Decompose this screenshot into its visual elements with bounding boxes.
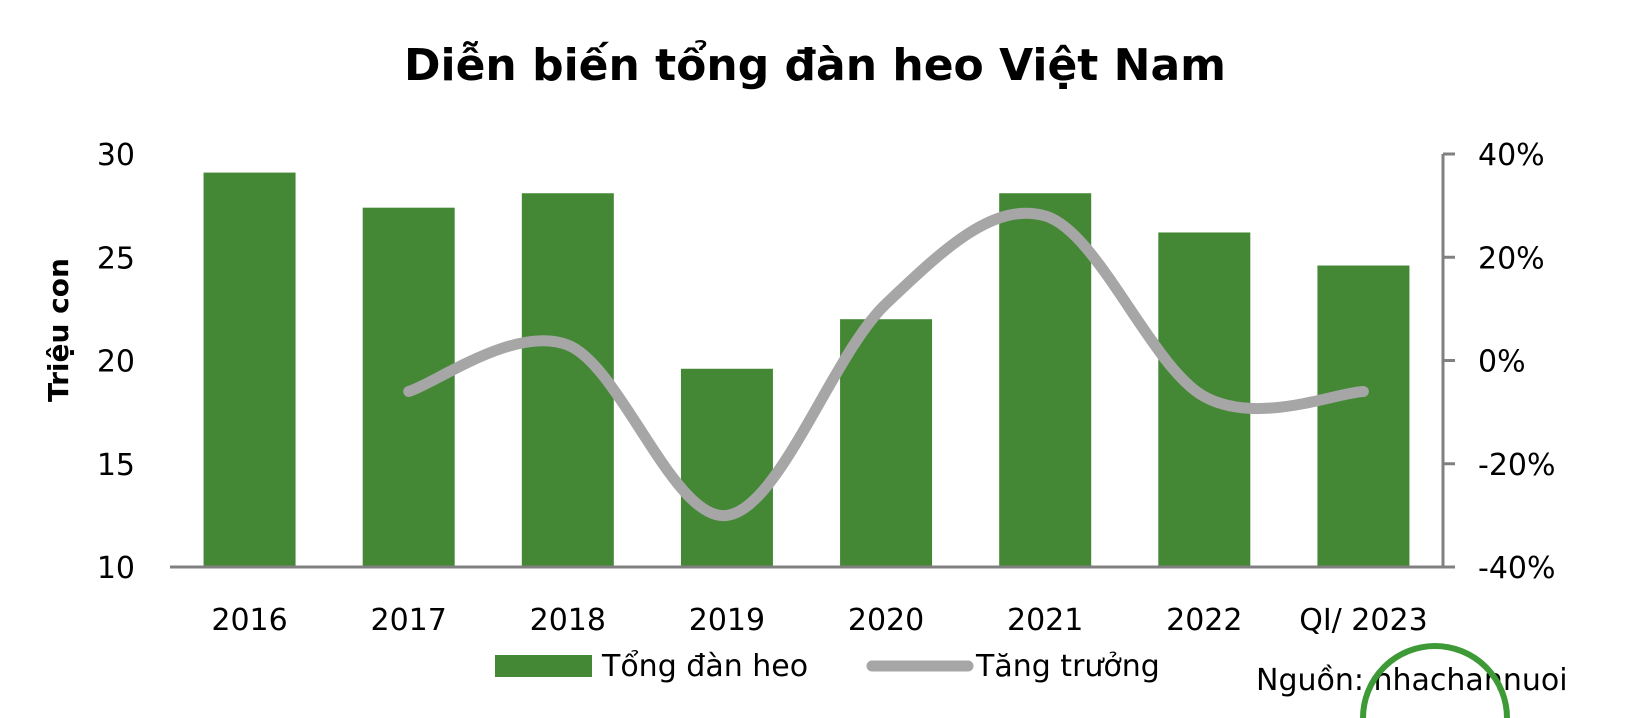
x-tick-label-1: 2017 — [371, 603, 447, 638]
y2-tick-label-3: -20% — [1478, 448, 1556, 483]
y-tick-label-1: 25 — [97, 241, 135, 276]
x-tick-label-3: 2019 — [689, 603, 765, 638]
y2-tick-label-4: -40% — [1478, 551, 1556, 586]
y-tick-label-4: 10 — [97, 551, 135, 586]
axes-layer — [170, 154, 1445, 569]
y-tick-label-3: 15 — [97, 448, 135, 483]
y2-tick-label-2: 0% — [1478, 345, 1526, 380]
growth-line — [403, 207, 1369, 521]
legend-swatch-bars — [495, 655, 592, 677]
x-tick-label-6: 2022 — [1166, 603, 1242, 638]
y-axis-label: Triệu con — [42, 258, 75, 402]
legend: Tổng đàn heo Tăng trưởng — [495, 648, 1160, 684]
source-note: Nguồn: nhachannuoi — [1256, 663, 1568, 698]
line-layer — [403, 207, 1369, 521]
chart-title: Diễn biến tổng đàn heo Việt Nam — [404, 39, 1226, 91]
bar-3 — [680, 368, 773, 567]
bar-0 — [203, 172, 296, 567]
ticks-layer: 30 25 20 15 10 40% 20% 0% -20% -40% 2016 2017 2018 20… — [97, 138, 1556, 638]
y-tick-label-2: 20 — [97, 345, 135, 380]
y-tick-label-0: 30 — [97, 138, 135, 173]
x-tick-label-7: QI/ 2023 — [1299, 603, 1427, 638]
x-tick-label-5: 2021 — [1007, 603, 1083, 638]
y2-tick-label-1: 20% — [1478, 241, 1545, 276]
x-tick-label-2: 2018 — [530, 603, 606, 638]
y2-tick-label-0: 40% — [1478, 138, 1545, 173]
bar-7 — [1317, 265, 1410, 567]
bar-2 — [521, 193, 614, 568]
x-tick-label-4: 2020 — [848, 603, 924, 638]
bars-layer — [203, 172, 1410, 568]
bar-4 — [840, 319, 933, 567]
logo-ring-icon — [1360, 643, 1510, 718]
legend-label-line: Tăng trưởng — [975, 649, 1160, 684]
legend-label-bars: Tổng đàn heo — [601, 648, 808, 684]
x-tick-label-0: 2016 — [211, 603, 287, 638]
bar-5 — [999, 193, 1092, 568]
